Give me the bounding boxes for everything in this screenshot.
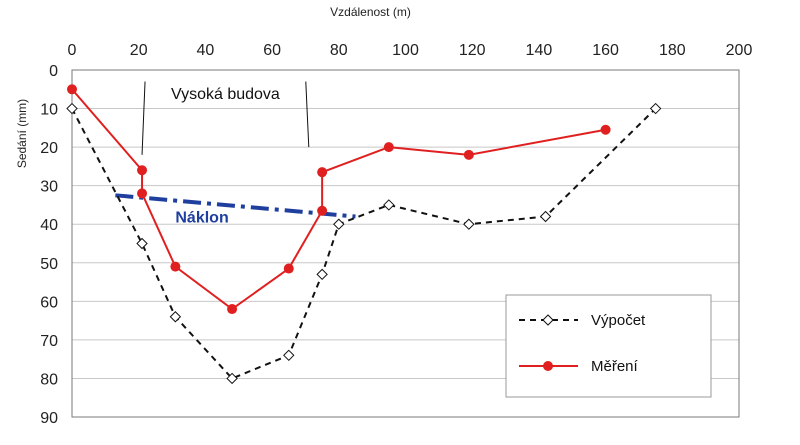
x-tick-label: 160 xyxy=(592,42,619,59)
y-tick-label: 10 xyxy=(40,102,58,119)
series-meas-point xyxy=(317,167,328,178)
x-tick-label: 180 xyxy=(659,42,686,59)
legend: Výpočet Měření xyxy=(505,294,712,398)
y-tick-label: 50 xyxy=(40,256,58,273)
x-tick-label: 120 xyxy=(459,42,486,59)
series-calc-point xyxy=(383,199,395,211)
y-tick-label: 0 xyxy=(49,63,58,80)
x-tick-label: 200 xyxy=(726,42,753,59)
series-meas-point xyxy=(463,149,474,160)
y-axis-title: Sedání (mm) xyxy=(15,99,29,168)
building-right-marker xyxy=(305,81,310,148)
building-annotation: Vysoká budova xyxy=(141,81,310,155)
series-calc-point xyxy=(136,237,148,250)
series-meas-point xyxy=(317,205,328,216)
series-meas-point xyxy=(383,142,394,153)
building-left-marker xyxy=(141,81,146,155)
legend-meas-marker xyxy=(543,361,553,371)
tilt-line xyxy=(115,193,356,219)
x-tick-label: 140 xyxy=(526,42,553,59)
x-tick-label: 80 xyxy=(330,42,348,59)
legend-meas-label: Měření xyxy=(591,358,639,375)
series-calc-point xyxy=(283,349,295,362)
series-calc-point xyxy=(463,218,475,230)
x-tick-label: 60 xyxy=(263,42,281,59)
series-calc-point xyxy=(169,311,182,323)
series-calc-point xyxy=(316,268,328,281)
series-meas-point xyxy=(227,304,238,315)
building-label: Vysoká budova xyxy=(171,86,280,103)
series-meas-point xyxy=(283,263,294,274)
y-tick-label: 70 xyxy=(40,333,58,350)
y-tick-labels: 0 10 20 30 40 50 60 70 80 90 xyxy=(40,63,58,427)
series-calc-point xyxy=(333,218,345,230)
series-calc-point xyxy=(66,102,78,115)
x-tick-labels: 0 20 40 60 80 100 120 140 160 180 200 xyxy=(68,42,753,59)
series-meas-point xyxy=(137,188,148,199)
series-layer: Náklon xyxy=(66,84,662,385)
series-calc-point xyxy=(226,372,238,385)
x-tick-label: 20 xyxy=(130,42,148,59)
y-tick-label: 30 xyxy=(40,179,58,196)
y-tick-label: 20 xyxy=(40,140,58,157)
x-tick-label: 100 xyxy=(392,42,419,59)
y-tick-label: 40 xyxy=(40,217,58,234)
series-meas-point xyxy=(137,165,148,176)
y-tick-label: 90 xyxy=(40,410,58,427)
x-tick-label: 40 xyxy=(197,42,215,59)
series-meas-point xyxy=(600,124,611,135)
tilt-label: Náklon xyxy=(175,210,228,227)
series-meas-point xyxy=(67,84,77,95)
series-meas-point xyxy=(170,261,181,272)
legend-box xyxy=(505,294,712,398)
plot-frame xyxy=(71,69,740,418)
legend-calc-label: Výpočet xyxy=(591,312,646,329)
y-tick-label: 60 xyxy=(40,294,58,311)
y-tick-label: 80 xyxy=(40,371,58,388)
legend-calc-marker xyxy=(542,314,554,326)
series-calc-point xyxy=(649,102,662,115)
x-axis-title: Vzdálenost (m) xyxy=(330,5,411,19)
series-calc-point xyxy=(539,210,552,223)
x-tick-label: 0 xyxy=(68,42,77,59)
